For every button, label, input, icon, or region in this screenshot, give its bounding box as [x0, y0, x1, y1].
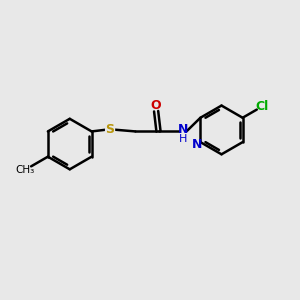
Text: S: S — [106, 122, 115, 136]
Text: O: O — [151, 99, 161, 112]
Text: N: N — [178, 123, 188, 136]
Text: Cl: Cl — [255, 100, 268, 113]
Text: CH₃: CH₃ — [16, 165, 35, 175]
Text: N: N — [192, 138, 202, 151]
Text: H: H — [179, 134, 187, 144]
